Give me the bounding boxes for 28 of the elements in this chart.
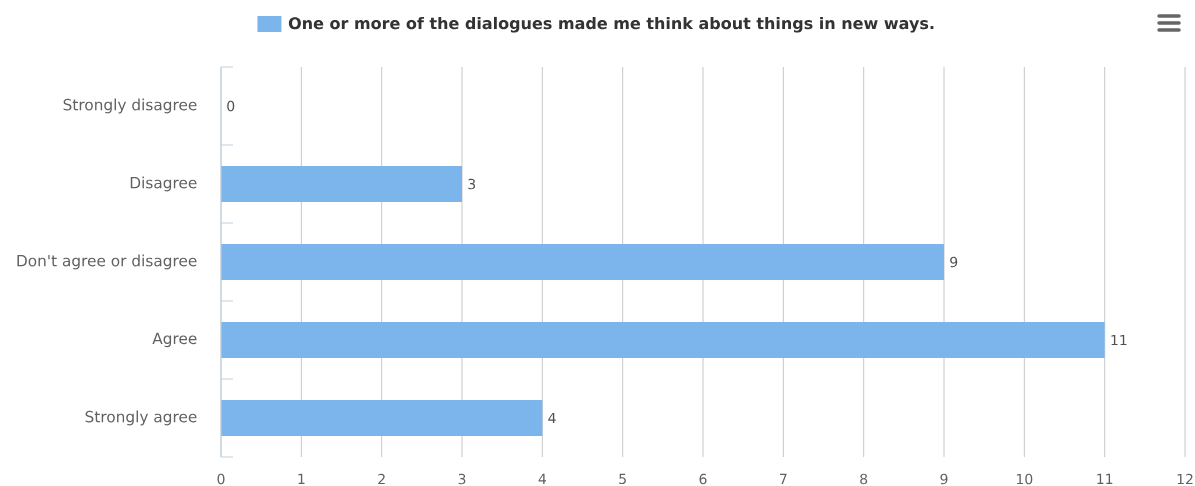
x-tick-label: 4 bbox=[538, 473, 546, 484]
x-tick-label: 11 bbox=[1097, 473, 1113, 484]
data-label: 11 bbox=[1111, 334, 1127, 346]
x-tick-label: 1 bbox=[298, 473, 305, 484]
x-tick-label: 8 bbox=[860, 473, 868, 485]
bar bbox=[221, 166, 462, 203]
data-label: 0 bbox=[227, 100, 235, 112]
x-tick-label: 3 bbox=[458, 473, 466, 485]
y-tick-label: Strongly agree bbox=[85, 410, 197, 426]
x-tick-label: 10 bbox=[1016, 473, 1033, 485]
x-tick-label: 2 bbox=[378, 473, 385, 485]
x-tick-label: 7 bbox=[780, 473, 787, 484]
legend-label: One or more of the dialogues made me think about things in new ways. bbox=[288, 16, 934, 33]
bar bbox=[221, 400, 543, 437]
data-label: 9 bbox=[950, 256, 958, 268]
x-tick-label: 6 bbox=[699, 473, 707, 485]
x-tick-label: 9 bbox=[940, 473, 948, 485]
data-label: 4 bbox=[548, 412, 556, 424]
y-tick-label: Disagree bbox=[130, 176, 197, 192]
x-tick-label: 0 bbox=[217, 473, 225, 485]
bar bbox=[221, 322, 1105, 359]
x-tick-label: 12 bbox=[1177, 473, 1193, 485]
data-label: 3 bbox=[468, 178, 476, 190]
y-tick-label: Don't agree or disagree bbox=[17, 254, 197, 270]
bar bbox=[221, 244, 945, 281]
x-tick-label: 5 bbox=[619, 473, 626, 485]
y-tick-label: Strongly disagree bbox=[63, 98, 197, 114]
y-tick-label: Agree bbox=[152, 332, 197, 348]
